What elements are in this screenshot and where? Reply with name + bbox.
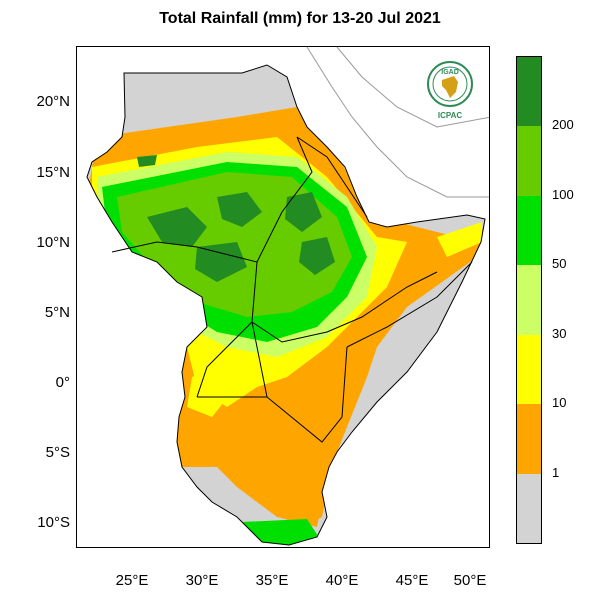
- border-uganda: [196, 321, 253, 398]
- lon-label-40e: 40°E: [325, 572, 359, 589]
- lon-label-35e: 35°E: [255, 572, 289, 589]
- igad-logo: IGAD ICPAC: [424, 60, 476, 122]
- rain-band-200-plus-a: [147, 207, 207, 247]
- legend-label-10: 10: [552, 395, 567, 411]
- lat-label-5n: 5°N: [44, 304, 70, 321]
- rainfall-map: [86, 47, 489, 546]
- lon-label-50e: 50°E: [453, 572, 487, 589]
- rain-band-south-green: [242, 519, 322, 545]
- country-borders: [86, 64, 486, 546]
- border-sudan-southsudan: [111, 241, 258, 263]
- legend-label-30: 30: [552, 325, 567, 341]
- border-somalia: [346, 261, 473, 348]
- border-kenya: [251, 321, 348, 443]
- rain-band-coast-yellow: [437, 222, 482, 257]
- map-frame: [76, 46, 490, 548]
- legend-swatch-6: [517, 57, 541, 127]
- rain-band-lake-yellow: [187, 367, 232, 417]
- lon-label-45e: 45°E: [395, 572, 429, 589]
- map-title: Total Rainfall (mm) for 13-20 Jul 2021: [159, 10, 441, 27]
- border-sudan-ethiopia: [256, 136, 313, 263]
- legend-label-50: 50: [552, 256, 567, 272]
- rainfall-legend: [516, 56, 542, 544]
- lat-label-0: 0°: [55, 374, 70, 391]
- rain-band-200-plus-d: [285, 192, 322, 232]
- rain-band-200-plus-c: [195, 242, 247, 282]
- legend-label-200: 200: [552, 117, 574, 133]
- legend-label-100: 100: [552, 186, 574, 202]
- igad-emblem-icon: IGAD ICPAC: [427, 61, 473, 120]
- lon-label-25e: 25°E: [115, 572, 149, 589]
- rain-band-200-plus-f: [137, 155, 157, 167]
- legend-swatch-0: [517, 473, 541, 543]
- logo-bottom-text: ICPAC: [438, 111, 463, 120]
- legend-swatch-5: [517, 126, 541, 196]
- lat-label-10s: 10°S: [37, 514, 70, 531]
- lat-label-10n: 10°N: [36, 234, 70, 251]
- lat-label-15n: 15°N: [36, 164, 70, 181]
- legend-swatch-3: [517, 265, 541, 335]
- coastline-arabia-inner: [336, 47, 489, 128]
- coastline-arabia: [306, 47, 489, 198]
- rain-band-south-orange: [247, 407, 337, 527]
- logo-top-text: IGAD: [441, 69, 459, 76]
- legend-swatch-4: [517, 195, 541, 266]
- rain-band-200-plus-e: [299, 237, 335, 275]
- lon-label-30e: 30°E: [185, 572, 219, 589]
- lat-label-20n: 20°N: [36, 93, 70, 110]
- lat-label-5s: 5°S: [45, 444, 70, 461]
- legend-swatch-2: [517, 334, 541, 405]
- legend-swatch-1: [517, 404, 541, 474]
- rain-band-200-plus-b: [217, 192, 262, 227]
- legend-label-1: 1: [552, 464, 560, 480]
- border-eritrea: [296, 136, 368, 218]
